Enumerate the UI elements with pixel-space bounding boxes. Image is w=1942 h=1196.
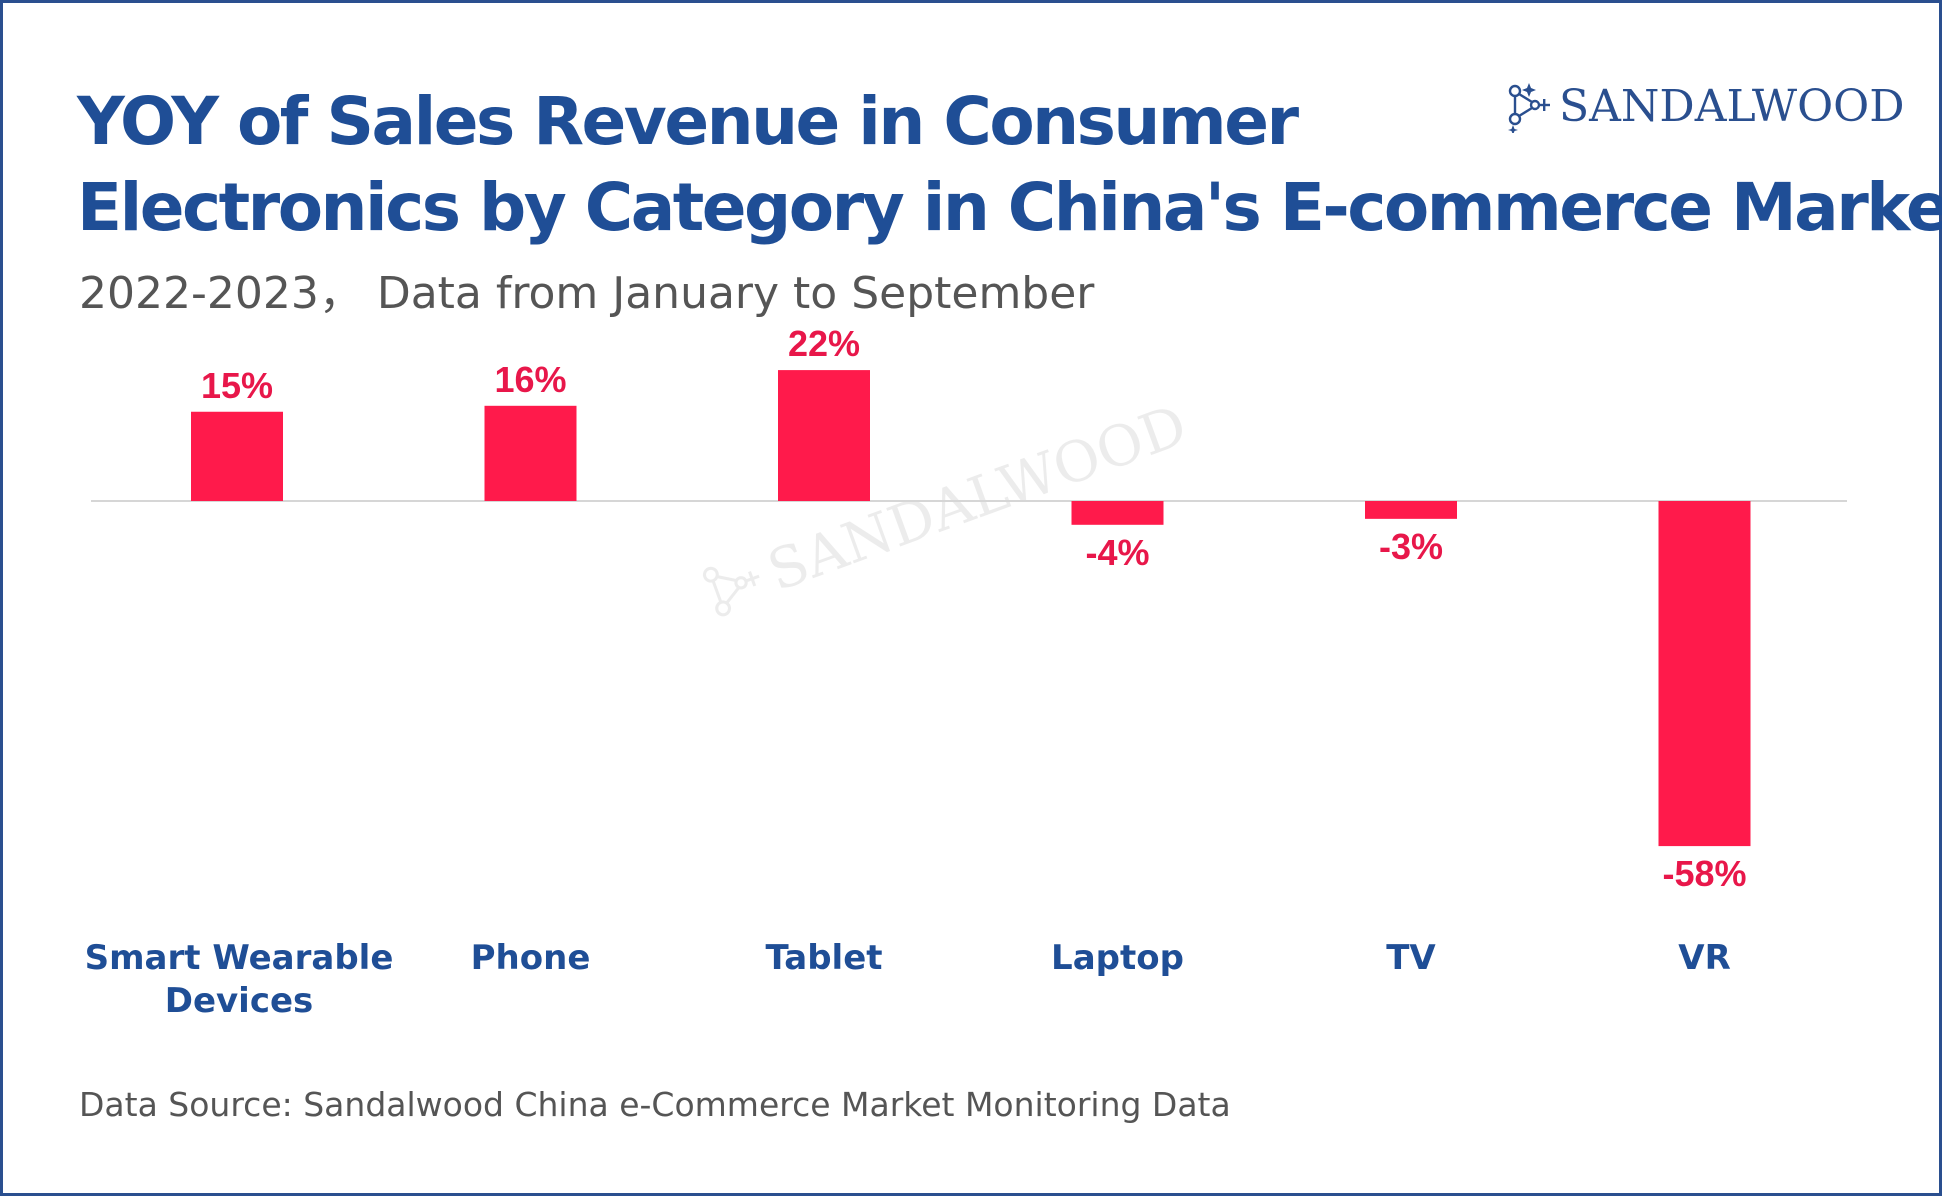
value-label-3: -4% — [1085, 532, 1149, 573]
category-label-2: Tablet — [765, 938, 882, 978]
data-source-note: Data Source: Sandalwood China e-Commerce… — [79, 1085, 1231, 1124]
category-label-3: Laptop — [1051, 938, 1184, 978]
bar-0 — [191, 411, 283, 501]
value-label-1: 16% — [494, 359, 566, 400]
value-label-4: -3% — [1379, 526, 1443, 567]
chart-title: YOY of Sales Revenue in Consumer Electro… — [77, 79, 1942, 251]
category-label-1: Phone — [471, 938, 591, 978]
category-label-line: Laptop — [1051, 938, 1184, 978]
category-label-line: Smart Wearable — [85, 938, 394, 978]
value-label-5: -58% — [1662, 853, 1746, 894]
value-label-2: 22% — [788, 323, 860, 364]
chart-subtitle: 2022-2023， Data from January to Septembe… — [79, 268, 1095, 319]
bar-chart: 15% 16% 22% -4% -3% -58% Smart Wearable Device… — [85, 323, 1847, 1021]
category-label-5: VR — [1678, 938, 1731, 978]
bar-5 — [1658, 501, 1751, 847]
category-label-line: TV — [1386, 938, 1436, 978]
value-label-0: 15% — [201, 365, 273, 406]
bar-3 — [1071, 501, 1164, 525]
brand-name: SANDALWOOD — [1559, 80, 1905, 132]
chart-title-line-1: YOY of Sales Revenue in Consumer — [77, 83, 1299, 160]
bar-1 — [484, 405, 577, 501]
category-label-line: Devices — [165, 981, 314, 1021]
bar-4 — [1365, 501, 1457, 519]
category-label-0: Smart Wearable Devices — [85, 938, 394, 1021]
category-label-line: VR — [1678, 938, 1731, 978]
category-label-line: Tablet — [765, 938, 882, 978]
category-label-4: TV — [1386, 938, 1436, 978]
category-label-line: Phone — [471, 938, 591, 978]
sandalwood-logo-icon — [1508, 83, 1550, 133]
chart-title-line-2: Electronics by Category in China's E-com… — [77, 169, 1942, 246]
bar-2 — [778, 370, 870, 501]
brand-logo: SANDALWOOD — [1503, 79, 1905, 133]
